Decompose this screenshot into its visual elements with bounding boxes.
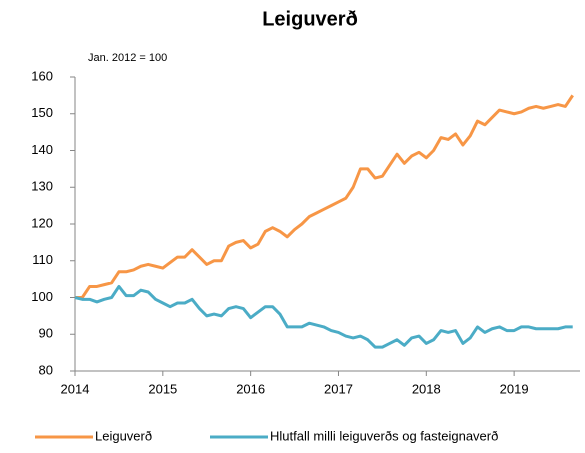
x-tick-label: 2015 [148,381,177,396]
y-tick-label: 130 [31,179,53,194]
x-tick-label: 2014 [61,381,90,396]
x-tick-label: 2016 [236,381,265,396]
y-tick-label: 140 [31,142,53,157]
y-tick-label: 160 [31,68,53,83]
y-tick-label: 120 [31,215,53,230]
y-tick-label: 110 [32,252,53,267]
annotation: Jan. 2012 = 100 [88,52,167,64]
series-line [75,94,574,299]
x-tick-label: 2019 [500,381,529,396]
y-tick-label: 80 [39,362,53,377]
series-line [74,284,573,349]
y-tick-label: 150 [31,105,53,120]
x-tick-label: 2018 [412,381,441,396]
legend-label: Leiguverð [95,428,152,443]
legend-label: Hlutfall milli leiguverðs og fasteignave… [270,428,498,443]
y-tick-label: 90 [39,326,53,341]
y-tick-label: 100 [31,289,53,304]
x-tick-label: 2017 [324,381,353,396]
chart-title: Leiguverð [262,8,358,30]
